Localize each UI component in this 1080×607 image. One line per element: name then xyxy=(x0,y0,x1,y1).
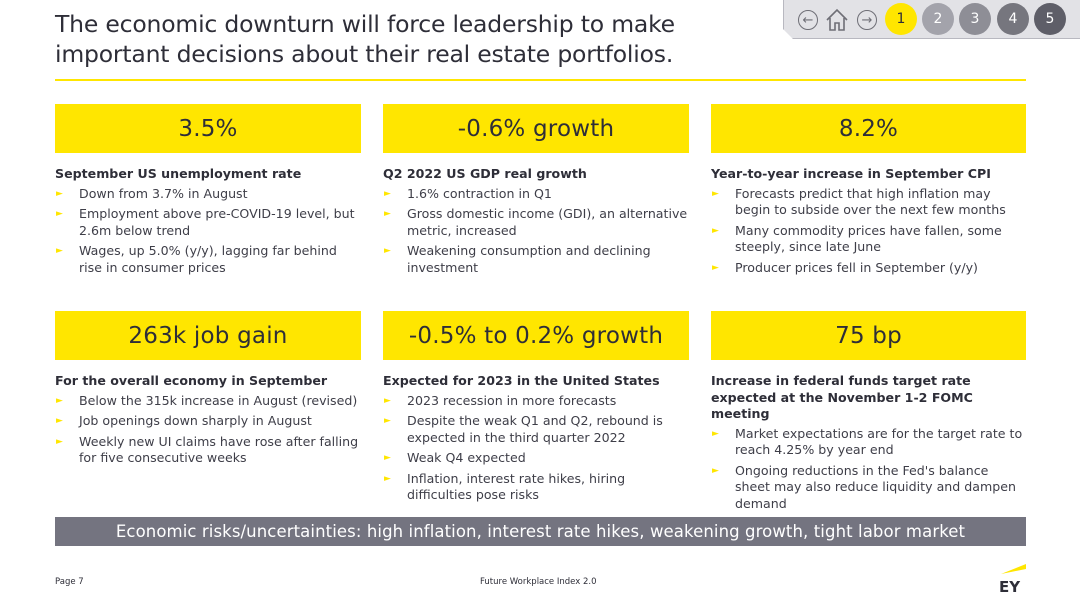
list-item: ► Forecasts predict that high inflation m… xyxy=(712,185,1006,218)
arrow-right-circle-icon: → xyxy=(861,12,873,28)
list-item: ► Weak Q4 expected xyxy=(384,450,526,465)
bullet-icon: ► xyxy=(384,416,391,426)
stat-subtitle: Year-to-year increase in September CPI xyxy=(711,166,991,181)
stat-card-jobs: 263k job gain For the overall economy in… xyxy=(55,311,361,471)
ey-logo: EY xyxy=(997,562,1027,596)
title-divider xyxy=(55,79,1026,81)
bullet-icon: ► xyxy=(384,209,391,219)
risk-summary-bar: Economic risks/uncertainties: high infla… xyxy=(55,517,1026,546)
arrow-left-circle-icon: ← xyxy=(802,12,814,28)
stat-card-unemployment: 3.5% September US unemployment rate ► Dow… xyxy=(55,104,361,280)
stat-headline: -0.6% growth xyxy=(383,104,689,153)
bullet-icon: ► xyxy=(712,188,719,199)
page-button-5[interactable]: 5 xyxy=(1034,3,1066,35)
bullet-icon: ► xyxy=(56,395,63,406)
stat-subtitle: Q2 2022 US GDP real growth xyxy=(383,166,587,181)
list-item: ► Gross domestic income (GDI), an alterna… xyxy=(384,206,688,238)
stat-card-cpi: 8.2% Year-to-year increase in September … xyxy=(711,104,1026,280)
stat-headline: 3.5% xyxy=(55,104,361,153)
document-title: Future Workplace Index 2.0 xyxy=(480,577,597,587)
list-item: ► Weakening consumption and declining inv… xyxy=(384,243,651,275)
bullet-icon: ► xyxy=(56,246,63,256)
home-icon xyxy=(824,8,850,32)
stat-bullets: ► 2023 recession in more forecasts ► Despi… xyxy=(383,393,689,504)
page-button-2[interactable]: 2 xyxy=(922,3,954,35)
bullet-icon: ► xyxy=(384,246,391,256)
bullet-icon: ► xyxy=(384,453,391,463)
list-item: ► Producer prices fell in September (y/y) xyxy=(712,259,978,275)
bullet-icon: ► xyxy=(384,473,391,484)
page-button-1[interactable]: 1 xyxy=(885,3,917,35)
list-item: ► Ongoing reductions in the Fed's balance… xyxy=(712,462,1016,511)
stat-bullets: ► Market expectations are for the target … xyxy=(711,426,1026,513)
list-item: ► 2023 recession in more forecasts xyxy=(384,392,617,408)
home-button[interactable] xyxy=(824,8,850,32)
stat-subtitle: Expected for 2023 in the United States xyxy=(383,373,660,388)
bullet-icon: ► xyxy=(384,188,391,199)
svg-text:EY: EY xyxy=(999,578,1021,594)
stat-headline: -0.5% to 0.2% growth xyxy=(383,311,689,360)
bullet-icon: ► xyxy=(712,225,719,236)
page-number: Page 7 xyxy=(55,577,84,587)
stat-subtitle: September US unemployment rate xyxy=(55,166,302,181)
list-item: ► Job openings down sharply in August xyxy=(56,413,312,428)
list-item: ► Inflation, interest rate hikes, hiring … xyxy=(384,470,626,503)
list-item: ► 1.6% contraction in Q1 xyxy=(384,185,552,201)
bullet-icon: ► xyxy=(712,262,719,273)
stat-card-fed-rate: 75 bp Increase in federal funds target r… xyxy=(711,311,1026,516)
page-button-4[interactable]: 4 xyxy=(997,3,1029,35)
slide-title: The economic downturn will force leaders… xyxy=(55,10,675,68)
bullet-icon: ► xyxy=(56,188,63,199)
stat-bullets: ► 1.6% contraction in Q1 ► Gross domestic … xyxy=(383,186,689,277)
bullet-icon: ► xyxy=(384,395,391,406)
list-item: ► Market expectations are for the target … xyxy=(712,425,1023,458)
stat-bullets: ► Down from 3.7% in August ► Employment ab… xyxy=(55,186,361,277)
stat-headline: 75 bp xyxy=(711,311,1026,360)
stat-headline: 263k job gain xyxy=(55,311,361,360)
stat-card-gdp: -0.6% growth Q2 2022 US GDP real growth … xyxy=(383,104,689,280)
list-item: ► Employment above pre-COVID-19 level, bu… xyxy=(56,206,355,238)
list-item: ► Weekly new UI claims have rose after fa… xyxy=(56,433,359,466)
stat-bullets: ► Below the 315k increase in August (revi… xyxy=(55,393,361,467)
stat-headline: 8.2% xyxy=(711,104,1026,153)
page-button-3[interactable]: 3 xyxy=(959,3,991,35)
list-item: ► Down from 3.7% in August xyxy=(56,185,248,201)
list-item: ► Wages, up 5.0% (y/y), lagging far behin… xyxy=(56,243,337,275)
bullet-icon: ► xyxy=(712,465,719,476)
list-item: ► Many commodity prices have fallen, some… xyxy=(712,222,1002,255)
stat-subtitle: Increase in federal funds target rate ex… xyxy=(711,373,973,421)
back-button[interactable]: ← xyxy=(798,10,818,30)
stat-bullets: ► Forecasts predict that high inflation m… xyxy=(711,186,1026,277)
list-item: ► Below the 315k increase in August (revi… xyxy=(56,392,358,408)
stat-card-2023-growth: -0.5% to 0.2% growth Expected for 2023 i… xyxy=(383,311,689,508)
bullet-icon: ► xyxy=(56,209,63,219)
bullet-icon: ► xyxy=(56,436,63,447)
stat-subtitle: For the overall economy in September xyxy=(55,373,328,388)
slide-navigation: ← → 1 2 3 4 5 xyxy=(783,0,1080,39)
ey-logo-icon: EY xyxy=(999,564,1026,596)
bullet-icon: ► xyxy=(56,416,63,426)
list-item: ► Despite the weak Q1 and Q2, rebound is … xyxy=(384,413,663,445)
bullet-icon: ► xyxy=(712,428,719,439)
forward-button[interactable]: → xyxy=(857,10,877,30)
